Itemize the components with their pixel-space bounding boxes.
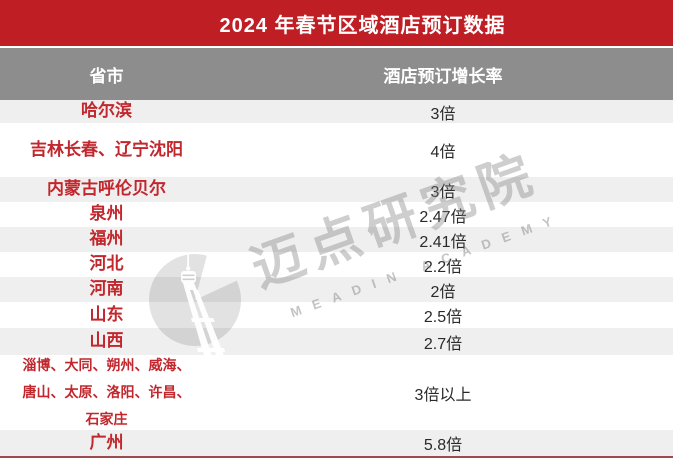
title-bar: 2024 年春节区域酒店预订数据: [0, 0, 673, 46]
table-row: 内蒙古呼伦贝尔 3倍: [0, 177, 673, 202]
table-row: 山东 2.5倍: [0, 302, 673, 328]
value-cell: 2.41倍: [419, 233, 467, 251]
bottom-padding: [0, 458, 673, 461]
value-cell: 4倍: [430, 144, 456, 161]
table-row: 哈尔滨 3倍: [0, 100, 673, 123]
table-header-row: 省市 酒店预订增长率: [0, 48, 673, 100]
table-row: 吉林长春、辽宁沈阳 4倍: [0, 123, 673, 177]
bottom-divider: [0, 456, 673, 458]
title-divider: [0, 46, 673, 48]
header-cell-province: 省市: [89, 66, 124, 86]
table-row: 广州 5.8倍: [0, 430, 673, 456]
table-row: 淄博、大同、朔州、威海、唐山、太原、洛阳、许昌、石家庄 3倍以上: [0, 355, 673, 430]
table-row: 河北 2.2倍: [0, 252, 673, 277]
value-cell: 2.7倍: [423, 335, 463, 353]
province-cell: 山东: [89, 304, 124, 324]
province-cell: 河南: [89, 279, 124, 299]
province-cell: 吉林长春、辽宁沈阳: [30, 139, 183, 159]
value-cell: 5.8倍: [423, 437, 463, 454]
value-cell: 3倍: [430, 183, 456, 201]
value-cell: 3倍以上: [414, 386, 472, 404]
value-cell: 2.2倍: [423, 258, 463, 276]
province-cell: 河北: [89, 254, 124, 274]
province-cell: 内蒙古呼伦贝尔: [47, 179, 166, 199]
page-title: 2024 年春节区域酒店预订数据: [219, 14, 506, 37]
value-cell: 2.5倍: [423, 309, 463, 326]
value-cell: 2.47倍: [419, 208, 467, 226]
province-cell: 淄博、大同、朔州、威海、唐山、太原、洛阳、许昌、石家庄: [22, 357, 191, 427]
table-row: 河南 2倍: [0, 277, 673, 302]
province-cell: 哈尔滨: [81, 101, 132, 121]
table-row: 泉州 2.47倍: [0, 202, 673, 227]
province-cell: 广州: [89, 432, 124, 452]
header-cell-growth: 酒店预订增长率: [383, 66, 503, 86]
value-cell: 3倍: [430, 105, 456, 123]
province-cell: 泉州: [89, 204, 124, 224]
province-cell: 福州: [89, 229, 124, 249]
table-body: 哈尔滨 3倍 吉林长春、辽宁沈阳 4倍 内蒙古呼伦贝尔 3倍 泉州 2.47倍 …: [0, 100, 673, 456]
value-cell: 2倍: [430, 283, 456, 301]
table-row: 山西 2.7倍: [0, 328, 673, 355]
province-cell: 山西: [89, 331, 124, 351]
table-row: 福州 2.41倍: [0, 227, 673, 252]
